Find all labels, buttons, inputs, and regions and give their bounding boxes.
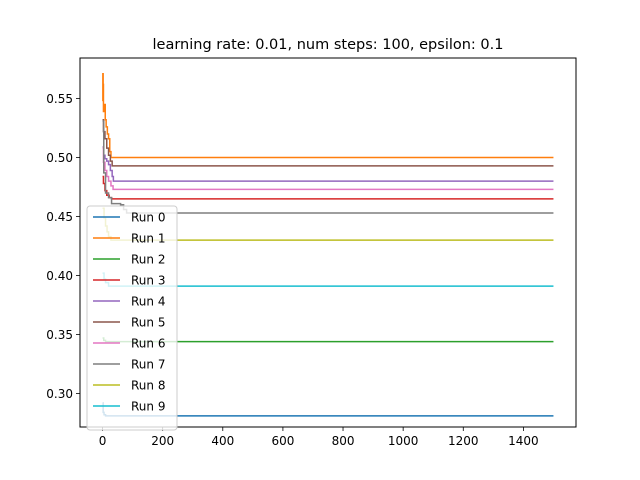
- y-tick-label: 0.35: [46, 328, 73, 342]
- y-tick-label: 0.55: [46, 92, 73, 106]
- x-tick-label: 400: [211, 434, 234, 448]
- x-axis: 0 200 400 600 800 1000 1200 1400: [99, 427, 539, 448]
- legend-label: Run 8: [131, 379, 165, 393]
- legend-label: Run 0: [131, 211, 165, 225]
- x-tick-label: 0: [99, 434, 107, 448]
- x-tick-label: 1200: [448, 434, 479, 448]
- y-tick-label: 0.50: [46, 151, 73, 165]
- y-tick-label: 0.30: [46, 387, 73, 401]
- legend-label: Run 9: [131, 400, 165, 414]
- x-tick-label: 1000: [388, 434, 419, 448]
- x-tick-label: 1400: [508, 434, 539, 448]
- legend-label: Run 5: [131, 316, 165, 330]
- chart-title: learning rate: 0.01, num steps: 100, eps…: [153, 37, 504, 53]
- legend-label: Run 4: [131, 295, 165, 309]
- legend-label: Run 1: [131, 232, 165, 246]
- series-line-run-1: [102, 73, 554, 159]
- y-tick-label: 0.40: [46, 269, 73, 283]
- x-tick-label: 600: [271, 434, 294, 448]
- legend-label: Run 2: [131, 253, 165, 267]
- y-tick-label: 0.45: [46, 210, 73, 224]
- legend-label: Run 3: [131, 274, 165, 288]
- x-tick-label: 800: [332, 434, 355, 448]
- x-tick-label: 200: [151, 434, 174, 448]
- legend-label: Run 6: [131, 337, 165, 351]
- plot-frame: [79, 57, 577, 428]
- legend-label: Run 7: [131, 358, 165, 372]
- legend: Run 0 Run 1 Run 2 Run 3 Run 4 Run 5 Run 6 Run 7…: [86, 205, 178, 431]
- legend-box: [86, 205, 178, 431]
- y-axis: 0.30 0.35 0.40 0.45 0.50 0.55: [46, 92, 80, 401]
